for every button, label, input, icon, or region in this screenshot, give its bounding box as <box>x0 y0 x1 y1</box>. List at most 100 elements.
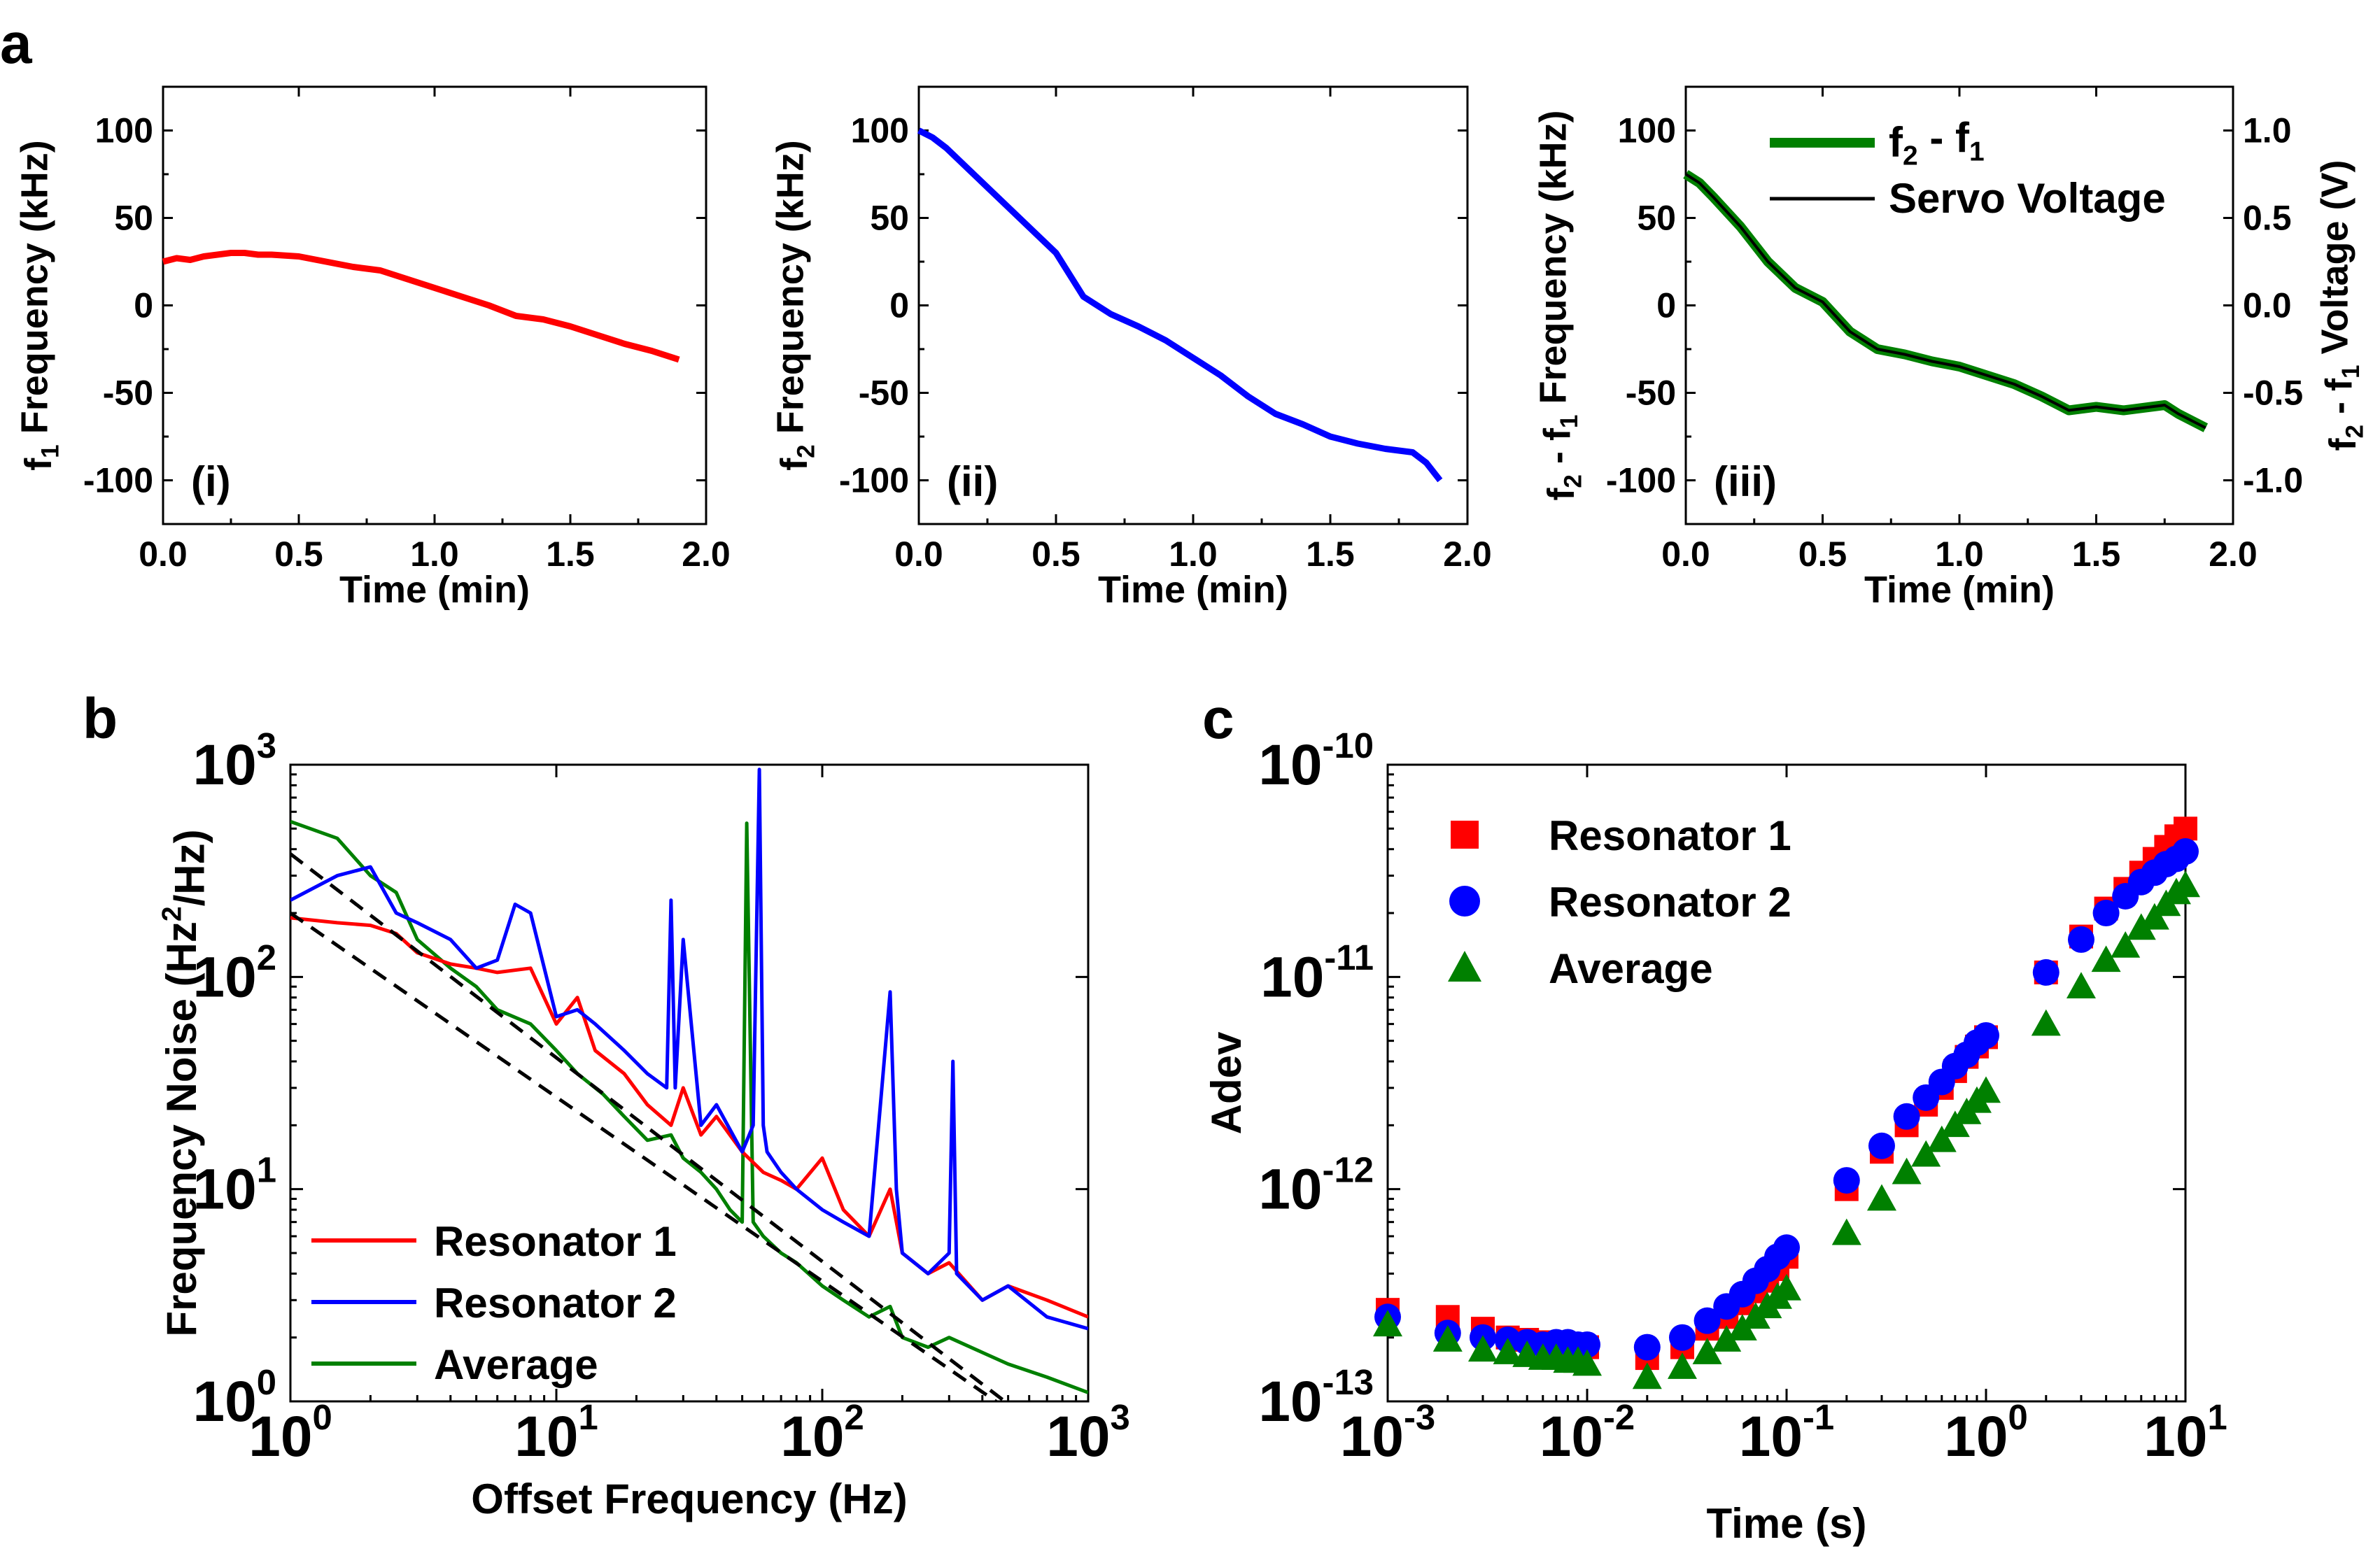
y-axis-label: Adev <box>1203 1031 1250 1134</box>
x-tick-label: 101 <box>514 1397 598 1469</box>
series-line <box>162 250 680 363</box>
x-tick-label-base: 10 <box>1340 1405 1404 1469</box>
y-tick-label: -100 <box>839 461 909 500</box>
y-tick-label: 101 <box>193 1150 277 1222</box>
y-axis-label-part: - f <box>1536 427 1578 474</box>
legend-label: Resonator 2 <box>434 1280 677 1327</box>
marker-triangle <box>1772 1273 1801 1301</box>
y-tick-label-exp: 0 <box>257 1362 276 1402</box>
x-tick-label-base: 10 <box>514 1405 578 1469</box>
y-axis-label-part: Frequency (kHz) <box>769 140 811 444</box>
x-tick-label-base: 10 <box>1944 1405 2008 1469</box>
x-axis-label: Time (s) <box>1707 1500 1867 1547</box>
legend-label: f2 - f1 <box>1889 115 1985 171</box>
marker-square <box>2174 816 2197 841</box>
y-tick-label: 102 <box>193 938 277 1009</box>
y-axis-label-part: 1 <box>37 444 64 458</box>
x-tick-label: 1.0 <box>1935 535 1984 574</box>
y2-axis-label-part: 2 <box>2342 425 2369 439</box>
y-tick-label: 10-12 <box>1258 1150 1374 1222</box>
y-tick-label-exp: -10 <box>1323 726 1374 765</box>
y2-axis-label: f2 - f1 Voltage (V) <box>2314 160 2369 451</box>
reference-line <box>290 911 999 1401</box>
x-tick-label-exp: -3 <box>1404 1397 1435 1437</box>
y-tick-label: 0 <box>889 286 909 325</box>
legend-marker <box>1448 951 1481 982</box>
panel-tag: (iii) <box>1714 458 1777 505</box>
marker-triangle <box>2031 1009 2061 1036</box>
x-tick-label-exp: 0 <box>2008 1397 2027 1437</box>
x-tick-label-exp: 1 <box>2207 1397 2227 1437</box>
panel-letter: a <box>0 12 33 76</box>
chart-a-i: 0.0 0.5 1.0 1.5 2.0 100 50 0 -50 -100 Time (min) f1… <box>13 85 731 611</box>
y-axis-label-part: 2 <box>1560 474 1587 488</box>
y-axis-label-part: f <box>1540 488 1582 501</box>
x-tick-label: 103 <box>1046 1397 1130 1469</box>
x-axis-label: Time (min) <box>339 569 530 611</box>
x-tick-label: 2.0 <box>682 535 731 574</box>
y-axis-label-part: 2 <box>793 444 820 458</box>
marker-triangle <box>1971 1076 2001 1103</box>
marker-triangle <box>2171 870 2200 898</box>
x-tick-label: 10-1 <box>1739 1397 1834 1469</box>
x-tick-label: 0.0 <box>139 535 188 574</box>
legend-label: Resonator 1 <box>1549 812 1791 859</box>
y-tick-label-exp: 1 <box>257 1150 276 1190</box>
marker-circle <box>2092 900 2120 927</box>
y2-axis-label-part: f <box>2322 438 2364 451</box>
series-line <box>290 916 1088 1319</box>
y-tick-label: 50 <box>114 199 153 238</box>
marker-circle <box>2172 838 2199 865</box>
y-tick-label: 10-11 <box>1260 938 1374 1009</box>
legend-label-part: 1 <box>1969 136 1985 167</box>
marker-triangle <box>2066 972 2096 999</box>
y-tick-label: 10-13 <box>1258 1362 1374 1434</box>
y-tick-label: 100 <box>851 111 909 150</box>
marker-circle <box>1668 1324 1696 1351</box>
x-axis-label: Time (min) <box>1098 569 1288 611</box>
series-line <box>1684 173 2206 430</box>
y2-tick-label: 0.5 <box>2243 199 2292 238</box>
y-tick-label-exp: -12 <box>1323 1150 1374 1190</box>
y-tick-label: -50 <box>1626 374 1676 413</box>
y-tick-label-base: 10 <box>1258 1158 1322 1222</box>
chart-a-iii: 0.0 0.5 1.0 1.5 2.0 100 50 0 -50 -100 1.0 0.5 0.0 -0.… <box>1533 85 2369 611</box>
marker-triangle <box>1892 1157 1922 1184</box>
y-tick-label-exp: -11 <box>1324 938 1374 977</box>
x-tick-label: 1.5 <box>546 535 595 574</box>
series-group <box>290 768 1088 1401</box>
x-tick-label: 2.0 <box>2209 535 2258 574</box>
y-axis-label: f2 Frequency (kHz) <box>769 140 819 471</box>
x-tick-label-exp: 0 <box>312 1397 332 1437</box>
y-tick-label: 10-10 <box>1258 726 1374 797</box>
y-tick-label-exp: 2 <box>257 938 276 977</box>
plot-frame <box>917 85 1469 525</box>
marker-triangle <box>1911 1140 1941 1167</box>
y-axis-label-part: Frequency (kHz) <box>13 140 55 444</box>
legend-label-part: f <box>1889 119 1903 166</box>
marker-triangle <box>2139 903 2169 930</box>
marker-triangle <box>1667 1352 1697 1379</box>
y-axis-label-part: 1 <box>1556 415 1583 429</box>
chart-a-ii: 0.0 0.5 1.0 1.5 2.0 100 50 0 -50 -100 Time (min) f2… <box>769 85 1492 611</box>
marker-circle <box>1833 1167 1860 1194</box>
x-tick-label-exp: 3 <box>1110 1397 1129 1437</box>
x-tick-label: 102 <box>780 1397 864 1469</box>
y-tick-label: -50 <box>103 374 153 413</box>
x-tick-label: 0.0 <box>1661 535 1710 574</box>
x-tick-label: 101 <box>2143 1397 2227 1469</box>
y2-tick-label: 1.0 <box>2243 111 2292 150</box>
series-line <box>290 819 1088 1394</box>
x-tick-label: 100 <box>248 1397 332 1469</box>
series-line <box>917 127 1443 483</box>
y-tick-label: 50 <box>870 199 909 238</box>
x-tick-label-base: 10 <box>2143 1405 2207 1469</box>
marker-triangle <box>2111 931 2141 958</box>
y-axis-label-part: f <box>17 458 59 471</box>
x-tick-label: 1.0 <box>1169 535 1218 574</box>
y-tick-label-base: 10 <box>193 1158 257 1222</box>
x-tick-label: 100 <box>1944 1397 2028 1469</box>
y2-axis-label-part: Voltage (V) <box>2314 160 2356 365</box>
legend-label-part: 2 <box>1903 141 1918 171</box>
